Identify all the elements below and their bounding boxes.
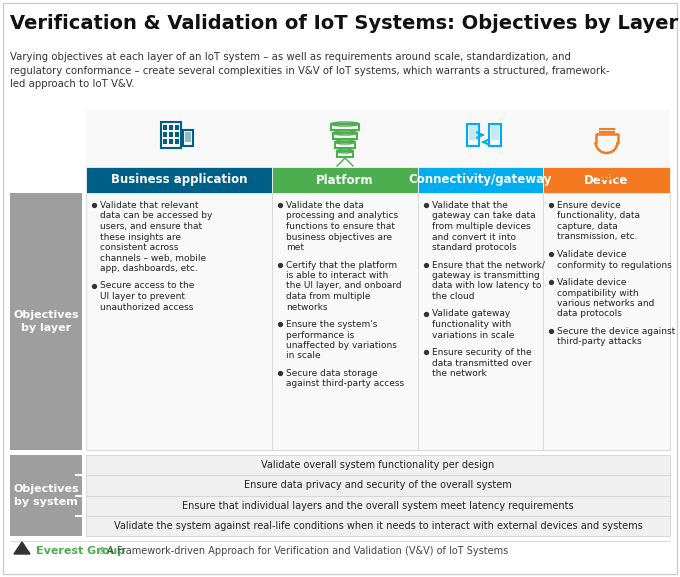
Text: Ensure that individual layers and the overall system meet latency requirements: Ensure that individual layers and the ov… — [182, 501, 574, 511]
Bar — [86, 110, 670, 167]
Text: Device: Device — [584, 174, 629, 186]
Text: data with low latency to: data with low latency to — [432, 282, 541, 290]
Text: Secure the device against: Secure the device against — [557, 327, 675, 336]
Text: third-party attacks: third-party attacks — [557, 338, 642, 347]
Bar — [175, 125, 179, 130]
Text: Ensure data privacy and security of the overall system: Ensure data privacy and security of the … — [244, 481, 512, 490]
Polygon shape — [14, 542, 30, 554]
Bar — [175, 139, 179, 144]
Text: functionality with: functionality with — [432, 320, 511, 329]
Text: against third-party access: against third-party access — [286, 380, 404, 388]
Bar — [86, 167, 272, 193]
Text: Validate the system against real-life conditions when it needs to interact with : Validate the system against real-life co… — [114, 521, 643, 531]
Text: Connectivity/gateway: Connectivity/gateway — [409, 174, 552, 186]
Bar — [490, 126, 498, 140]
Text: Objectives
by layer: Objectives by layer — [13, 310, 79, 333]
Text: transmission, etc.: transmission, etc. — [557, 233, 638, 242]
Text: from multiple devices: from multiple devices — [432, 222, 531, 231]
Bar — [10, 193, 82, 450]
Text: Verification & Validation of IoT Systems: Objectives by Layer: Verification & Validation of IoT Systems… — [10, 14, 678, 33]
Text: Platform: Platform — [316, 174, 374, 186]
Text: Validate gateway: Validate gateway — [432, 309, 510, 319]
Bar — [161, 122, 181, 148]
Text: the network: the network — [432, 369, 487, 378]
Text: Secure data storage: Secure data storage — [286, 369, 378, 378]
Text: and convert it into: and convert it into — [432, 233, 516, 242]
Bar — [418, 167, 543, 193]
Text: the cloud: the cloud — [432, 292, 475, 301]
Text: Ensure that the network/: Ensure that the network/ — [432, 260, 545, 269]
Bar — [331, 124, 359, 130]
Text: Certify that the platform: Certify that the platform — [286, 260, 397, 269]
Text: compatibility with: compatibility with — [557, 288, 639, 298]
Text: Validate device: Validate device — [557, 278, 626, 287]
Text: Secure access to the: Secure access to the — [100, 282, 194, 290]
Text: business objectives are: business objectives are — [286, 233, 392, 242]
Text: capture, data: capture, data — [557, 222, 617, 231]
Text: gateway can take data: gateway can take data — [432, 212, 536, 220]
Text: Validate that the: Validate that the — [432, 201, 508, 210]
Text: Validate the data: Validate the data — [286, 201, 364, 210]
Text: unauthorized access: unauthorized access — [100, 302, 193, 312]
Bar — [163, 125, 167, 130]
Text: the UI layer, and onboard: the UI layer, and onboard — [286, 282, 402, 290]
Text: these insights are: these insights are — [100, 233, 181, 242]
Text: unaffected by variations: unaffected by variations — [286, 341, 397, 350]
Bar — [337, 151, 353, 157]
Text: functionality, data: functionality, data — [557, 212, 640, 220]
Text: Validate that relevant: Validate that relevant — [100, 201, 199, 210]
Text: processing and analytics: processing and analytics — [286, 212, 398, 220]
Bar — [466, 124, 479, 146]
Bar — [175, 132, 179, 137]
Text: UI layer to prevent: UI layer to prevent — [100, 292, 185, 301]
Text: in scale: in scale — [286, 351, 321, 361]
Text: ®: ® — [98, 547, 106, 556]
Bar — [185, 132, 191, 142]
Bar — [86, 193, 670, 450]
Bar — [169, 132, 173, 137]
Text: networks: networks — [286, 302, 328, 312]
Text: Everest Group: Everest Group — [36, 546, 125, 556]
Bar — [543, 167, 670, 193]
Text: Validate device: Validate device — [557, 250, 626, 259]
Text: data can be accessed by: data can be accessed by — [100, 212, 212, 220]
Bar — [183, 130, 193, 146]
Text: functions to ensure that: functions to ensure that — [286, 222, 395, 231]
Text: channels – web, mobile: channels – web, mobile — [100, 253, 206, 263]
Text: consistent across: consistent across — [100, 243, 178, 252]
Text: variations in scale: variations in scale — [432, 331, 514, 339]
Bar — [163, 139, 167, 144]
Bar — [333, 133, 357, 139]
Text: Validate overall system functionality per design: Validate overall system functionality pe… — [261, 460, 494, 470]
Bar — [272, 167, 418, 193]
Text: Objectives
by system: Objectives by system — [13, 484, 79, 507]
Text: performance is: performance is — [286, 331, 354, 339]
Bar — [163, 132, 167, 137]
Text: conformity to regulations: conformity to regulations — [557, 260, 672, 269]
Text: Ensure security of the: Ensure security of the — [432, 348, 532, 357]
Text: users, and ensure that: users, and ensure that — [100, 222, 202, 231]
Text: data from multiple: data from multiple — [286, 292, 371, 301]
Text: app, dashboards, etc.: app, dashboards, etc. — [100, 264, 198, 273]
Text: is able to interact with: is able to interact with — [286, 271, 388, 280]
Text: data transmitted over: data transmitted over — [432, 358, 532, 368]
Text: data protocols: data protocols — [557, 309, 622, 319]
Bar — [10, 455, 82, 536]
Text: Business application: Business application — [111, 174, 248, 186]
Bar — [169, 139, 173, 144]
Text: Ensure the system's: Ensure the system's — [286, 320, 377, 329]
Text: met: met — [286, 243, 304, 252]
Text: various networks and: various networks and — [557, 299, 654, 308]
Text: A Framework-driven Approach for Verification and Validation (V&V) of IoT Systems: A Framework-driven Approach for Verifica… — [104, 546, 508, 556]
Bar — [335, 142, 355, 148]
Bar — [488, 124, 500, 146]
Bar — [86, 455, 670, 536]
Text: Varying objectives at each layer of an IoT system – as well as requirements arou: Varying objectives at each layer of an I… — [10, 52, 610, 89]
Bar — [169, 125, 173, 130]
Text: gateway is transmitting: gateway is transmitting — [432, 271, 540, 280]
Bar — [469, 126, 477, 140]
Text: standard protocols: standard protocols — [432, 243, 517, 252]
Text: Ensure device: Ensure device — [557, 201, 621, 210]
